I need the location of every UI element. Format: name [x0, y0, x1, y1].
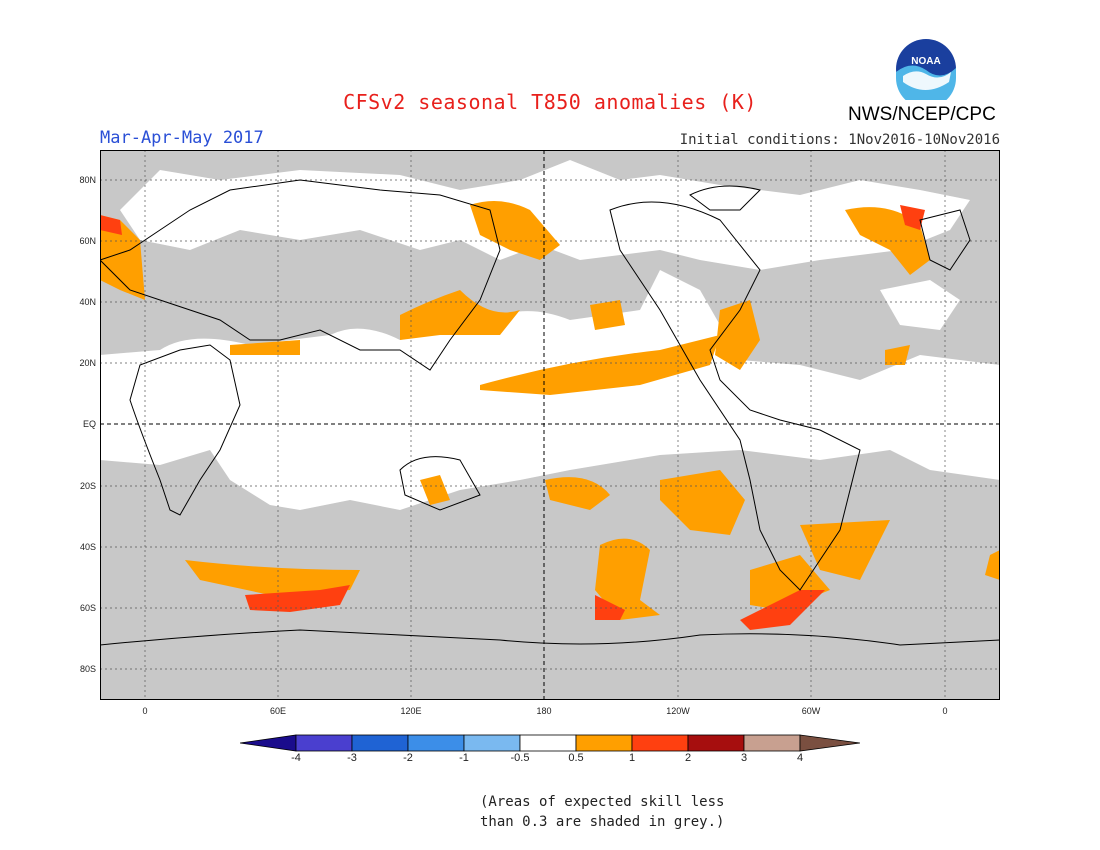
season-label: Mar-Apr-May 2017 — [100, 128, 264, 148]
lon-label: 180 — [536, 706, 552, 716]
anomaly-map — [100, 150, 1000, 700]
cbar-arrow-right — [799, 734, 860, 752]
logo-text: NOAA — [911, 56, 940, 67]
lat-label: 40S — [79, 542, 96, 552]
skill-note-line: than 0.3 are shaded in grey.) — [480, 814, 725, 830]
lon-label: 0 — [942, 706, 948, 716]
anomaly-1-2 — [100, 205, 925, 630]
lon-label: 120W — [666, 706, 690, 716]
coastlines — [100, 179, 1000, 646]
reference-lines — [100, 150, 1000, 700]
cbar-swatch — [743, 734, 801, 752]
lat-label: 20S — [79, 481, 96, 491]
cbar-label: -4 — [291, 752, 301, 764]
cbar-label: 3 — [740, 752, 748, 764]
cbar-swatch — [407, 734, 465, 752]
cbar-swatch — [575, 734, 633, 752]
lat-label: 60S — [79, 603, 96, 613]
graticule — [100, 150, 1000, 700]
agency-label: NWS/NCEP/CPC — [848, 104, 996, 125]
cbar-label: 4 — [796, 752, 804, 764]
skill-note: (Areas of expected skill less than 0.3 a… — [480, 792, 724, 832]
lon-label: 120E — [400, 706, 422, 716]
cbar-swatch — [351, 734, 409, 752]
lat-label: 60N — [79, 236, 96, 246]
cbar-label: -3 — [347, 752, 357, 764]
lat-label: 40N — [79, 297, 96, 307]
cbar-label: 1 — [628, 752, 636, 764]
noaa-logo: NOAA — [896, 39, 956, 100]
cbar-arrow-left — [240, 734, 297, 752]
lat-label: 80S — [79, 664, 96, 674]
lon-label: 0 — [142, 706, 148, 716]
lat-label: 80N — [79, 175, 96, 185]
cbar-label: -1 — [459, 752, 469, 764]
cbar-label: -0.5 — [510, 752, 530, 764]
lat-label: EQ — [82, 419, 96, 429]
color-legend — [240, 734, 860, 752]
lon-label: 60W — [801, 706, 821, 716]
cbar-swatch — [519, 734, 577, 752]
cbar-swatch — [687, 734, 745, 752]
cbar-swatch — [295, 734, 353, 752]
initial-conditions-label: Initial conditions: 1Nov2016-10Nov2016 — [679, 132, 1000, 148]
anomaly-05-1 — [100, 201, 1000, 620]
cbar-label: 2 — [684, 752, 692, 764]
lat-label: 20N — [79, 358, 96, 368]
cbar-label: -2 — [403, 752, 413, 764]
map-title: CFSv2 seasonal T850 anomalies (K) — [343, 90, 757, 114]
lon-label: 60E — [269, 706, 286, 716]
skill-note-line: (Areas of expected skill less — [480, 794, 725, 810]
cbar-label: 0.5 — [568, 752, 584, 764]
cbar-swatch — [631, 734, 689, 752]
cbar-swatch — [463, 734, 521, 752]
